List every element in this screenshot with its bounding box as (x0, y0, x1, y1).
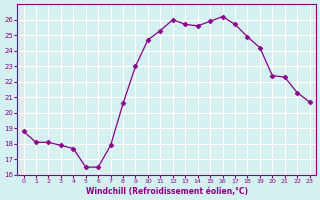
X-axis label: Windchill (Refroidissement éolien,°C): Windchill (Refroidissement éolien,°C) (85, 187, 248, 196)
